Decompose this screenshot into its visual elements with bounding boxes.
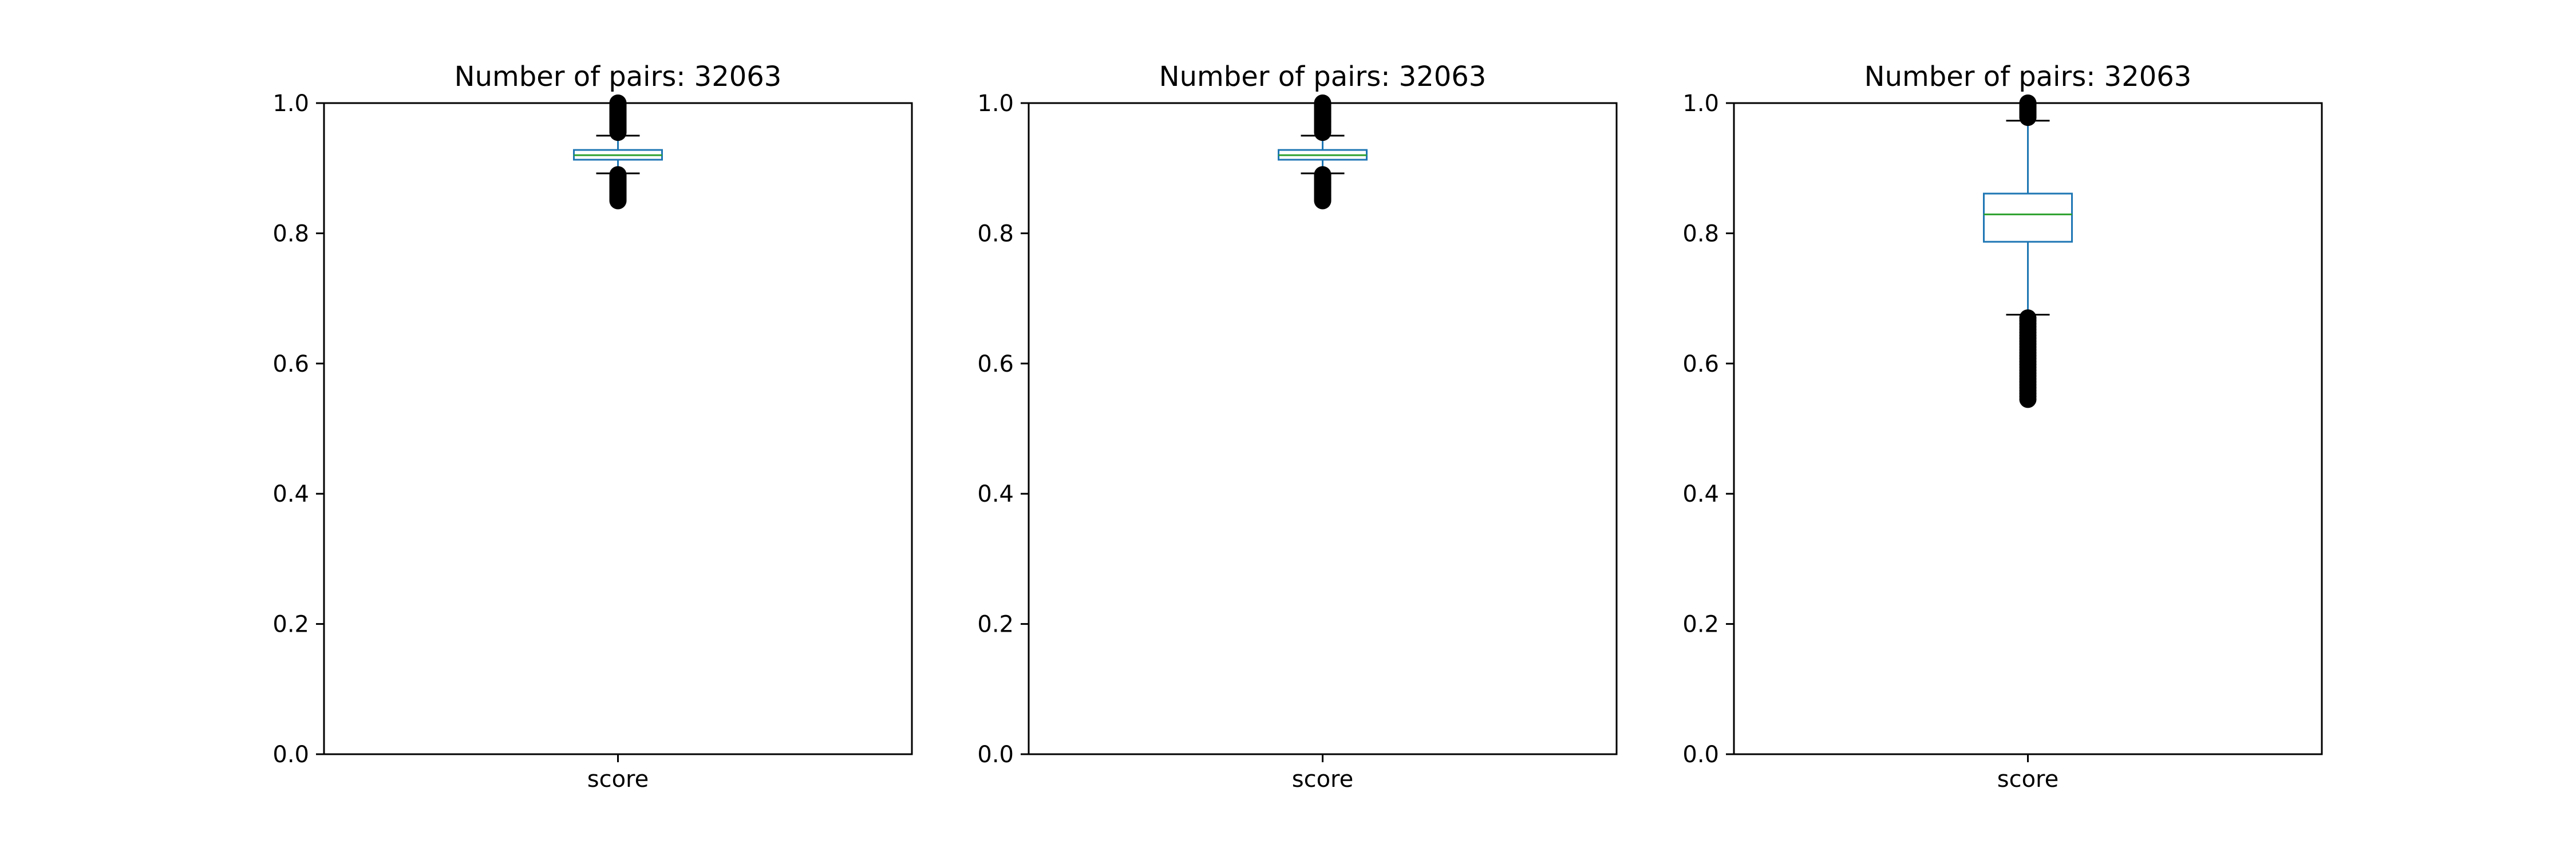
y-tick-label: 0.6 [977,351,1014,377]
outlier-point [1314,94,1332,112]
y-tick-label: 0.4 [1682,481,1719,507]
subplot-1: Number of pairs: 32063 0.0 0.2 0.4 0.6 0.8 1.0… [272,61,913,793]
y-tick-label: 1.0 [272,90,309,117]
chart-title: Number of pairs: 32063 [1864,61,2192,93]
x-tick-label: score [1292,766,1353,793]
outlier-point [2019,309,2037,327]
subplot-3: Number of pairs: 32063 0.0 0.2 0.4 0.6 0.8 1.0… [1682,61,2323,793]
y-tick-label: 0.2 [1682,612,1719,638]
y-tick-label: 0.0 [272,742,309,768]
y-tick-label: 0.0 [977,742,1014,768]
y-tick-label: 0.4 [272,481,309,507]
x-tick-label: score [1997,766,2059,793]
y-tick-label: 0.6 [272,351,309,377]
y-tick-label: 1.0 [977,90,1014,117]
outlier-point [609,166,627,184]
subplot-2: Number of pairs: 32063 0.0 0.2 0.4 0.6 0.8 1.0… [977,61,1618,793]
y-tick-label: 0.2 [272,612,309,638]
box [1983,192,2073,243]
y-tick-label: 0.8 [977,220,1014,247]
y-tick-label: 0.8 [272,220,309,247]
outliers-high [609,94,627,141]
outliers-low [1314,166,1332,210]
y-tick-label: 0.4 [977,481,1014,507]
y-tick-label: 0.6 [1682,351,1719,377]
outliers-high [1314,94,1332,141]
outliers-high [2019,94,2037,127]
y-tick-label: 0.8 [1682,220,1719,247]
y-tick-label: 0.2 [977,612,1014,638]
outlier-point [2019,94,2037,112]
y-tick-label: 1.0 [1682,90,1719,117]
y-tick-label: 0.0 [1682,742,1719,768]
chart-title: Number of pairs: 32063 [455,61,782,93]
outliers-low [2019,309,2037,408]
outlier-point [609,94,627,112]
x-tick-label: score [587,766,649,793]
outliers-low [609,166,627,210]
chart-title: Number of pairs: 32063 [1159,61,1487,93]
outlier-point [1314,166,1332,184]
